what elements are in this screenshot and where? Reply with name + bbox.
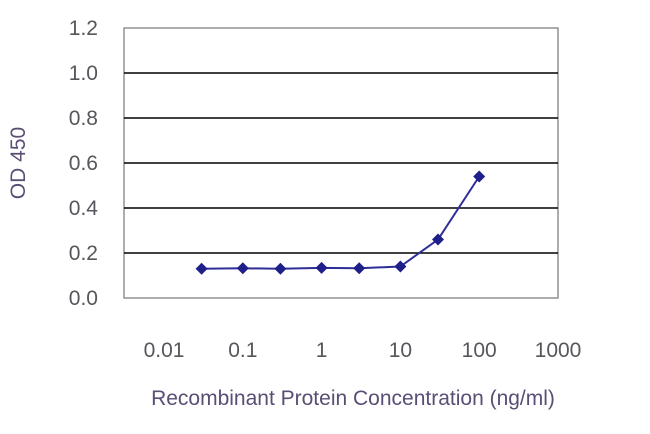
y-tick-label: 1.2 <box>69 17 98 40</box>
data-point <box>274 262 287 275</box>
y-tick-label: 0.0 <box>69 287 98 310</box>
data-point <box>353 262 366 275</box>
gridlines <box>124 72 558 254</box>
x-tick-label: 10 <box>389 339 412 362</box>
x-axis-title: Recombinant Protein Concentration (ng/ml… <box>151 387 555 410</box>
data-point <box>195 262 208 275</box>
y-tick-label: 0.4 <box>69 197 99 220</box>
series-line <box>201 175 481 270</box>
data-point <box>473 170 486 183</box>
data-point <box>236 262 249 275</box>
data-point <box>315 261 328 274</box>
x-tick-label: 0.1 <box>228 339 257 362</box>
y-tick-label: 0.6 <box>69 152 98 175</box>
y-tick-label: 0.8 <box>69 107 98 130</box>
y-tick-label: 1.0 <box>69 62 98 85</box>
y-tick-label: 0.2 <box>69 242 98 265</box>
y-axis-ticks: 0.0 0.2 0.4 0.6 0.8 1.0 1.2 <box>69 17 99 310</box>
data-point <box>394 260 407 273</box>
data-point <box>431 233 444 246</box>
x-tick-label: 100 <box>462 339 497 362</box>
y-axis-title: OD 450 <box>7 127 30 199</box>
x-tick-label: 1 <box>316 339 328 362</box>
x-axis-ticks: 0.01 0.1 1 10 100 1000 <box>144 339 582 362</box>
x-tick-label: 1000 <box>535 339 582 362</box>
series-group <box>195 170 486 275</box>
x-tick-label: 0.01 <box>144 339 185 362</box>
